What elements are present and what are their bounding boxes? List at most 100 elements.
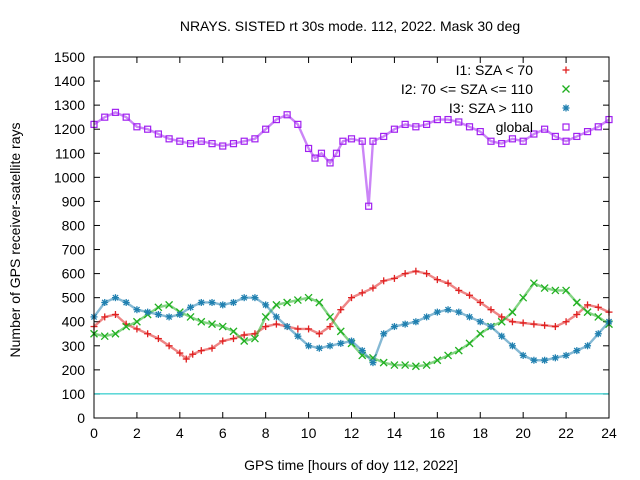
data-point-i3 — [358, 347, 366, 355]
data-point-i3 — [594, 330, 602, 338]
data-point-i2 — [326, 312, 335, 321]
legend-label-i1: I1: SZA < 70 — [456, 62, 534, 78]
data-point-i1 — [369, 284, 377, 292]
y-tick-label: 1000 — [54, 169, 85, 185]
data-point-i3 — [144, 308, 152, 316]
data-point-i1 — [133, 325, 141, 333]
data-point-i1 — [508, 318, 516, 326]
data-point-i3 — [551, 354, 559, 362]
data-point-i2 — [197, 317, 206, 326]
data-point-i1 — [498, 313, 506, 321]
data-point-global — [317, 149, 326, 157]
data-point-i2 — [465, 339, 474, 348]
data-point-i1 — [541, 321, 549, 329]
data-point-i1 — [182, 355, 190, 363]
data-point-i1 — [294, 325, 302, 333]
data-point-i1 — [154, 335, 162, 343]
data-point-global — [465, 123, 474, 131]
data-point-global — [390, 125, 399, 133]
data-point-i3 — [412, 318, 420, 326]
data-point-i1 — [189, 350, 197, 358]
data-point-i2 — [401, 361, 410, 370]
data-point-i3 — [176, 311, 184, 319]
data-point-i3 — [348, 337, 355, 345]
data-point-global — [433, 115, 441, 124]
data-point-i3 — [530, 356, 538, 364]
data-point-i2 — [111, 329, 120, 338]
x-axis-label: GPS time [hours of doy 112, 2022] — [244, 457, 458, 473]
data-series-layer — [90, 108, 613, 371]
x-tick-label: 22 — [558, 425, 574, 441]
y-tick-labels: 0 100 200 300 400 500 600 700 800 900 1000 1100 1200… — [54, 49, 85, 426]
data-point-global — [508, 135, 517, 143]
data-point-i3 — [229, 298, 237, 306]
data-point-i2 — [293, 296, 302, 305]
data-point-i3 — [562, 351, 570, 359]
data-point-global — [262, 125, 270, 133]
data-point-i3 — [262, 301, 270, 309]
x-tick-label: 4 — [176, 425, 184, 441]
data-point-i3 — [519, 351, 527, 359]
chart-title: NRAYS. SISTED rt 30s mode. 112, 2022. Ma… — [180, 18, 520, 34]
x-tick-label: 8 — [262, 425, 270, 441]
data-point-global — [326, 159, 334, 167]
data-point-i2 — [497, 317, 506, 326]
data-point-i2 — [250, 334, 259, 343]
data-point-i3 — [476, 318, 484, 326]
data-point-i1 — [348, 294, 355, 302]
y-tick-label: 100 — [62, 386, 86, 402]
data-point-global — [240, 137, 248, 145]
x-tick-label: 6 — [219, 425, 227, 441]
data-point-i1 — [455, 286, 463, 294]
data-point-i1 — [466, 291, 474, 299]
data-point-i2 — [186, 312, 195, 321]
data-point-global — [304, 144, 313, 153]
y-tick-label: 1300 — [54, 97, 85, 113]
data-point-i2 — [132, 317, 141, 326]
data-point-global — [311, 154, 319, 162]
y-tick-label: 700 — [62, 242, 86, 258]
data-point-i1 — [423, 270, 431, 278]
data-point-global — [283, 111, 291, 119]
data-point-i2 — [529, 279, 538, 288]
data-point-i3 — [466, 313, 474, 321]
data-point-i2 — [562, 286, 571, 295]
data-point-i3 — [283, 323, 291, 331]
data-point-i3 — [251, 294, 259, 302]
legend-marker-i1 — [562, 66, 570, 74]
data-point-global — [176, 137, 184, 145]
x-tick-label: 12 — [344, 425, 360, 441]
data-point-i2 — [390, 361, 399, 370]
x-tick-label: 2 — [133, 425, 141, 441]
data-point-i2 — [454, 346, 463, 355]
data-point-i3 — [208, 298, 216, 306]
data-point-i1 — [165, 342, 173, 350]
data-point-i2 — [379, 358, 388, 367]
data-point-global — [594, 123, 602, 131]
x-tick-label: 16 — [430, 425, 446, 441]
data-point-global — [339, 137, 347, 145]
data-point-global — [332, 149, 341, 157]
data-point-i2 — [583, 308, 592, 317]
data-point-i2 — [411, 362, 420, 371]
y-tick-label: 400 — [62, 314, 86, 330]
data-point-global — [365, 202, 373, 210]
data-point-i1 — [305, 325, 313, 333]
legend-label-global: global — [496, 119, 533, 135]
data-point-i3 — [498, 332, 506, 340]
data-point-i1 — [240, 331, 248, 339]
data-point-i2 — [476, 329, 485, 338]
data-point-i3 — [111, 294, 119, 302]
y-tick-label: 1100 — [55, 145, 85, 161]
data-point-i3 — [423, 313, 431, 321]
data-point-i3 — [315, 344, 323, 352]
data-point-i3 — [541, 356, 549, 364]
data-point-i2 — [100, 332, 109, 341]
data-point-global — [219, 142, 227, 150]
data-point-global — [573, 132, 581, 141]
data-point-i3 — [326, 342, 334, 350]
data-point-i3 — [305, 342, 313, 350]
data-point-i2 — [304, 293, 313, 302]
data-point-global — [144, 125, 152, 133]
data-point-i1 — [337, 306, 345, 314]
